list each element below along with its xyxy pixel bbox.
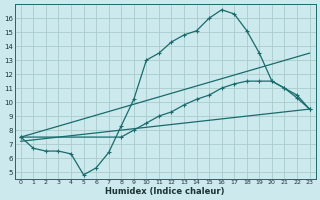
X-axis label: Humidex (Indice chaleur): Humidex (Indice chaleur) bbox=[106, 187, 225, 196]
